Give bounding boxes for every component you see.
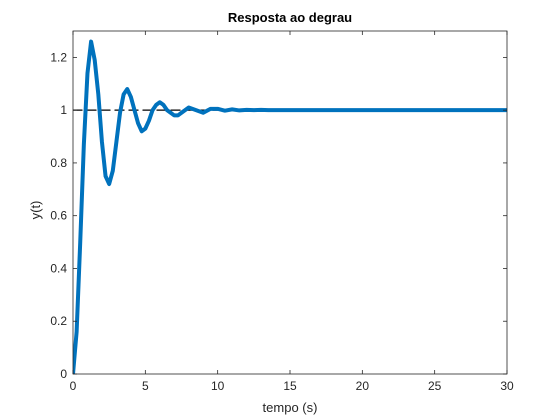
x-tick-label: 5 — [142, 379, 149, 393]
y-tick-label: 1 — [60, 103, 67, 117]
y-tick-label: 0 — [60, 367, 67, 381]
y-axis-label: y(t) — [28, 201, 43, 220]
y-tick-label: 0.2 — [50, 314, 67, 328]
x-tick-label: 30 — [500, 379, 514, 393]
y-tick-label: 0.4 — [50, 261, 67, 275]
x-tick-label: 0 — [70, 379, 77, 393]
x-tick-label: 15 — [283, 379, 297, 393]
response-line — [73, 39, 507, 374]
ticks-layer: 0 5 10 15 20 25 30 0 0.2 0.4 0.6 0.8 1 1.2 — [50, 31, 514, 393]
y-tick-label: 0.6 — [50, 209, 67, 223]
y-tick-label: 1.2 — [50, 50, 67, 64]
x-tick-label: 25 — [428, 379, 442, 393]
x-axis-label: tempo (s) — [263, 400, 318, 415]
chart-title: Resposta ao degrau — [228, 10, 352, 25]
x-tick-label: 20 — [356, 379, 370, 393]
plot-area — [73, 31, 507, 374]
x-tick-label: 10 — [211, 379, 225, 393]
series-layer — [73, 39, 507, 374]
y-tick-label: 0.8 — [50, 156, 67, 170]
